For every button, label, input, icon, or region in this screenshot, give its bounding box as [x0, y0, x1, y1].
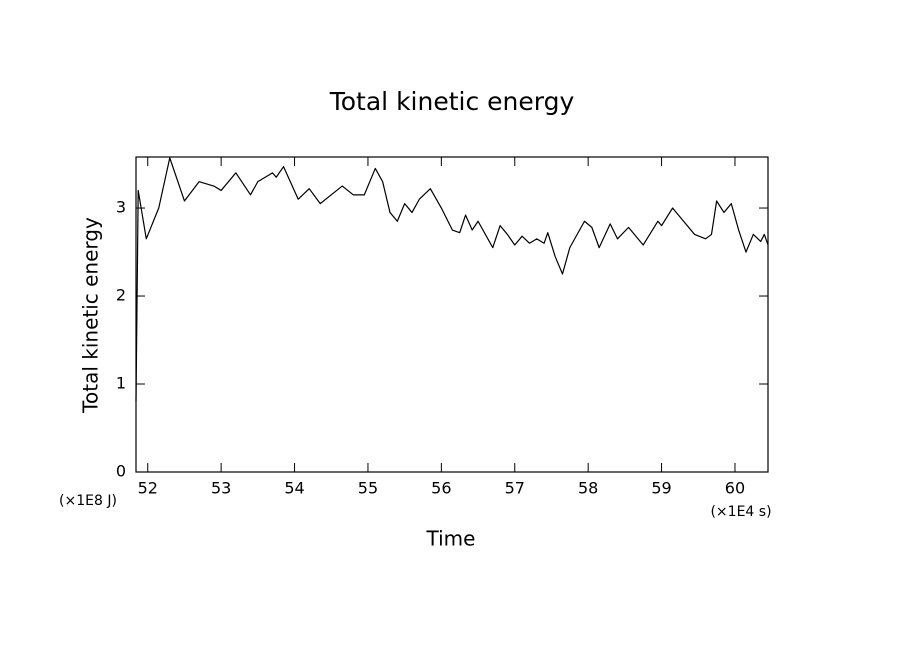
x-tick-label: 56 — [431, 479, 451, 498]
chart-title: Total kinetic energy — [329, 87, 575, 116]
x-tick-label: 54 — [284, 479, 304, 498]
x-tick-label: 53 — [211, 479, 231, 498]
y-tick-label: 2 — [116, 286, 126, 305]
y-tick-label: 3 — [116, 198, 126, 217]
x-tick-label: 60 — [725, 479, 745, 498]
x-unit-label: (×1E4 s) — [710, 504, 771, 520]
x-tick-label: 58 — [578, 479, 598, 498]
x-tick-label: 59 — [651, 479, 671, 498]
data-line — [135, 157, 769, 402]
y-axis-label: Total kinetic energy — [79, 217, 103, 414]
x-tick-label: 57 — [505, 479, 525, 498]
x-axis-label: Time — [426, 527, 476, 551]
y-tick-label: 0 — [116, 462, 126, 481]
x-tick-label: 52 — [138, 479, 158, 498]
y-unit-label: (×1E8 J) — [59, 493, 117, 509]
x-tick-label: 55 — [358, 479, 378, 498]
plot-frame — [135, 156, 769, 473]
y-tick-label: 1 — [116, 374, 126, 393]
